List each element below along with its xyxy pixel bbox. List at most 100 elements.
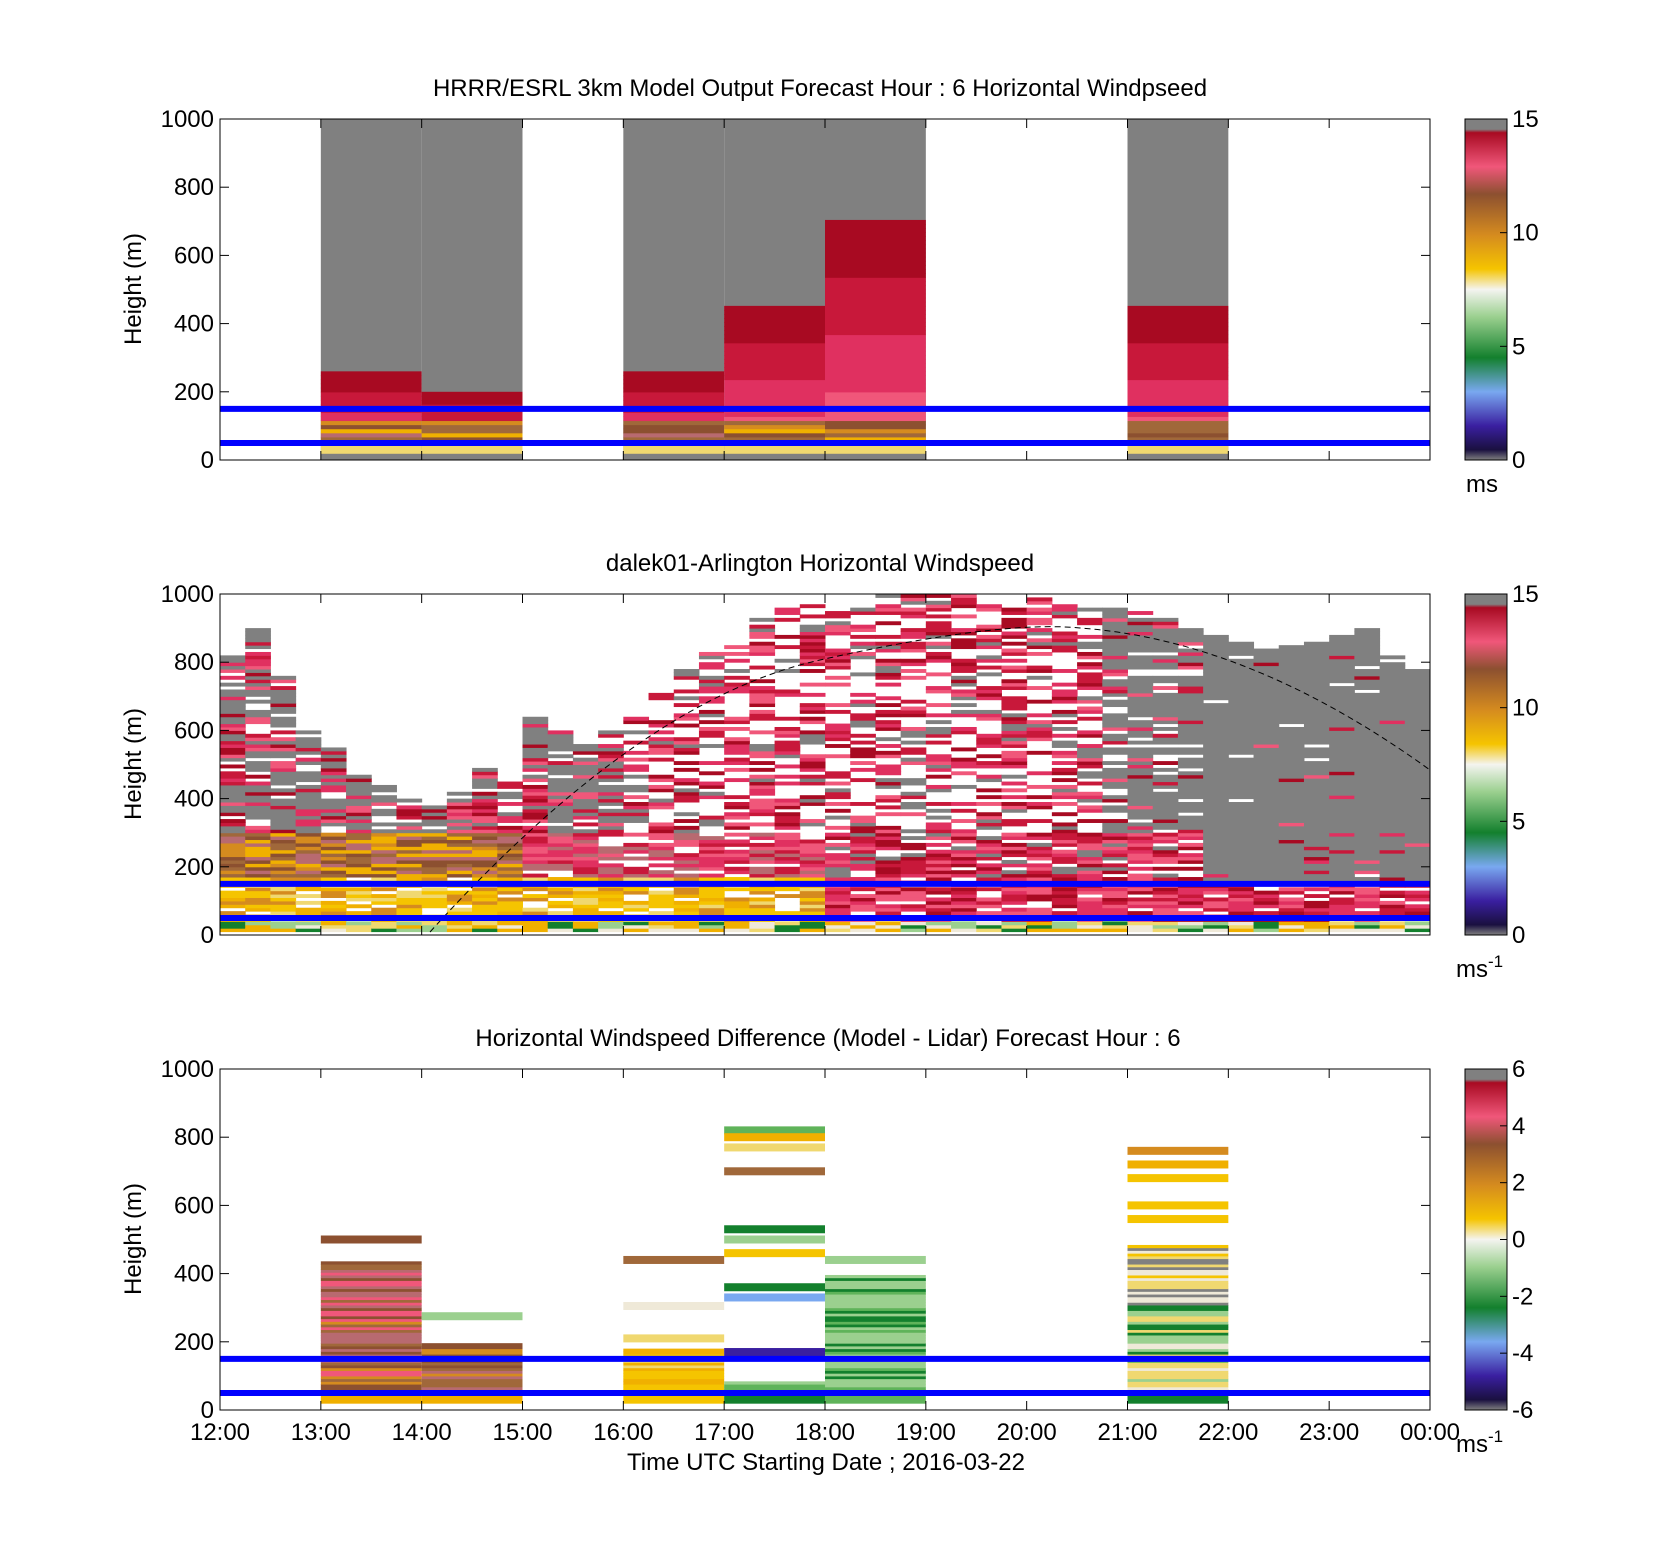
lidar-cell [698, 682, 725, 687]
lidar-cell [320, 774, 347, 779]
lidar-cell [1051, 699, 1078, 704]
lidar-cell [572, 791, 599, 796]
lidar-cell [572, 784, 599, 789]
lidar-cell [446, 832, 473, 837]
lidar-cell [421, 890, 448, 895]
lidar-cell [1127, 611, 1154, 615]
lidar-cell [623, 819, 650, 823]
lidar-cell [522, 802, 549, 806]
lidar-cell [1001, 894, 1028, 898]
lidar-cell [1077, 873, 1103, 878]
lidar-cell [1253, 781, 1280, 786]
lidar-cell [1152, 808, 1179, 813]
lidar-cell [900, 675, 927, 680]
lidar-cell [1051, 767, 1078, 772]
difference-cell [623, 1354, 725, 1358]
difference-cell [1127, 1215, 1229, 1224]
lidar-cell [346, 873, 372, 878]
lidar-cell [472, 907, 498, 912]
lidar-cell [1379, 795, 1406, 800]
lidar-cell [497, 870, 523, 875]
lidar-cell [547, 853, 574, 858]
lidar-cell [245, 720, 271, 725]
lidar-cell [1127, 928, 1154, 933]
lidar-cell [1379, 890, 1406, 895]
lidar-cell [673, 778, 700, 783]
lidar-cell [1228, 856, 1255, 861]
lidar-cell [1127, 921, 1154, 926]
difference-cell [1127, 1272, 1229, 1276]
difference-cell [421, 1345, 523, 1350]
model-cell [825, 273, 926, 278]
lidar-cell [245, 744, 271, 748]
model-cell [623, 399, 725, 405]
lidar-cell [346, 836, 372, 841]
lidar-cell [497, 859, 523, 864]
difference-cell [320, 1378, 422, 1382]
lidar-cell [1379, 784, 1406, 789]
difference-cell [724, 1235, 825, 1244]
y-tick-label: 200 [174, 1329, 214, 1356]
lidar-cell [1404, 870, 1431, 875]
model-cell [320, 379, 422, 385]
lidar-cell [1177, 887, 1204, 892]
lidar-cell [850, 767, 876, 772]
model-cell [1127, 363, 1229, 368]
lidar-cell [446, 859, 473, 864]
lidar-cell [245, 651, 271, 656]
model-cell [724, 387, 825, 393]
lidar-cell [623, 740, 650, 745]
lidar-cell [295, 737, 322, 742]
lidar-cell [1026, 887, 1053, 892]
lidar-cell [749, 617, 776, 622]
lidar-cell [245, 682, 271, 687]
lidar-cell [522, 726, 549, 731]
lidar-cell [1177, 819, 1204, 823]
lidar-cell [951, 730, 977, 735]
lidar-cell [1203, 665, 1229, 670]
lidar-cell [1102, 890, 1128, 895]
lidar-cell [1051, 778, 1078, 783]
lidar-cell [472, 873, 498, 878]
lidar-cell [1354, 720, 1381, 725]
model-cell [623, 428, 725, 434]
lidar-cell [1329, 750, 1355, 755]
lidar-cell [1102, 723, 1128, 728]
lidar-cell [875, 825, 902, 830]
lidar-cell [245, 784, 271, 789]
model-cell [320, 444, 422, 450]
lidar-cell [698, 928, 725, 933]
lidar-cell [698, 849, 725, 854]
difference-cell [1127, 1400, 1229, 1404]
lidar-cell [472, 877, 498, 881]
lidar-cell [648, 730, 675, 735]
lidar-cell [547, 911, 574, 916]
lidar-cell [1228, 911, 1255, 916]
lidar-cell [749, 641, 776, 646]
lidar-cell [1026, 750, 1053, 755]
lidar-cell [1228, 651, 1255, 656]
lidar-cell [1278, 730, 1305, 735]
lidar-cell [421, 856, 448, 861]
lidar-cell [396, 897, 423, 902]
model-cell [623, 444, 725, 450]
lidar-cell [1203, 774, 1229, 779]
lidar-cell [346, 822, 372, 827]
lidar-cell [1278, 757, 1305, 762]
lidar-cell [673, 716, 700, 721]
lidar-cell [749, 877, 776, 881]
lidar-cell [1127, 911, 1154, 916]
lidar-cell [1278, 658, 1305, 663]
lidar-cell [1278, 648, 1305, 653]
lidar-cell [1253, 682, 1280, 687]
lidar-cell [522, 744, 549, 748]
lidar-cell [724, 675, 750, 680]
lidar-cell [1001, 723, 1028, 728]
difference-cell [623, 1351, 725, 1355]
lidar-cell [320, 924, 347, 929]
lidar-cell [900, 907, 927, 912]
lidar-cell [220, 720, 246, 725]
lidar-cell [1228, 641, 1255, 646]
model-cell [825, 416, 926, 422]
